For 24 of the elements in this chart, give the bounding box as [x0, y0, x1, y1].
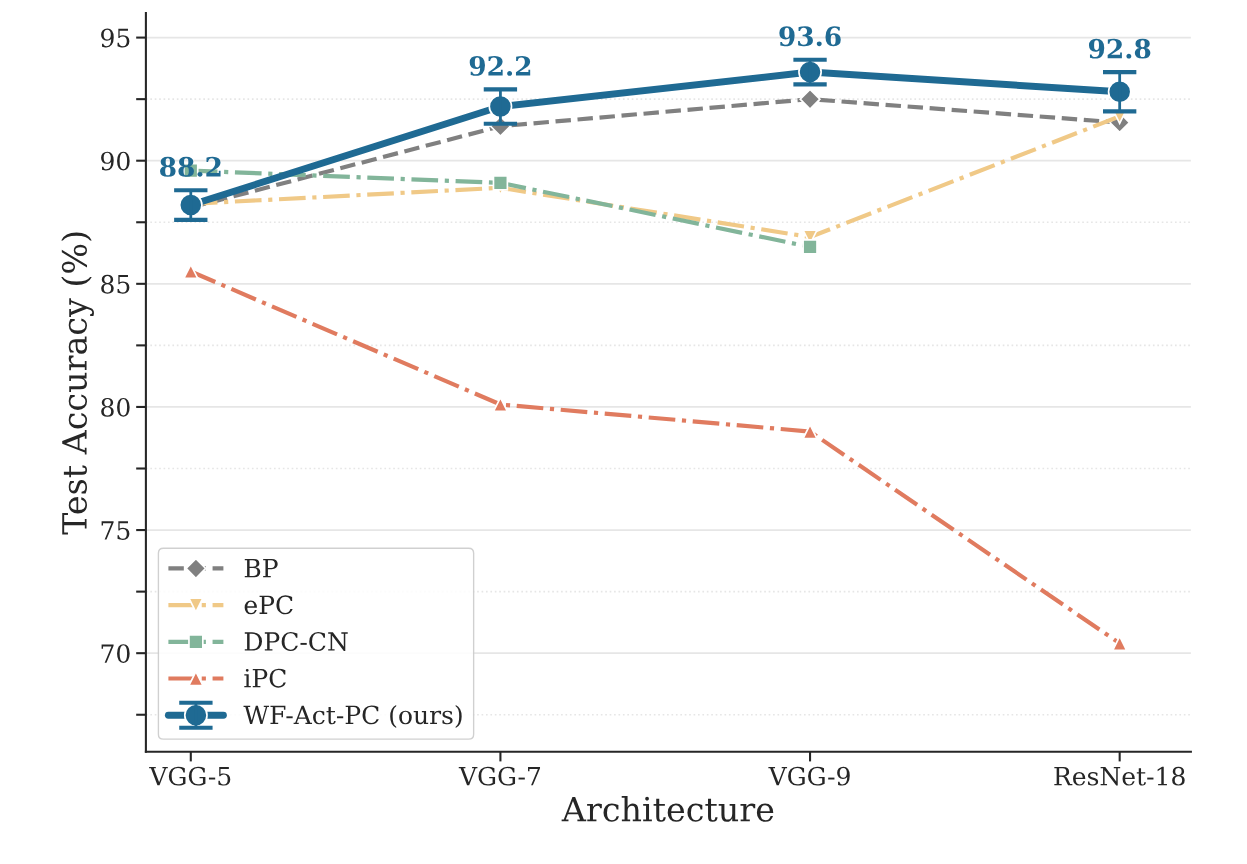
legend-label: WF-Act-PC (ours): [243, 704, 462, 728]
y-tick-label: 70: [101, 644, 130, 664]
data-label: 92.2: [469, 55, 531, 76]
y-tick-label: 80: [101, 397, 130, 417]
y-tick-label: 85: [101, 274, 130, 294]
legend-label: DPC-CN: [244, 632, 348, 651]
y-axis-title: Test Accuracy (%): [61, 232, 94, 535]
point: [802, 239, 818, 255]
x-axis-title: Architecture: [561, 796, 774, 822]
data-label: 88.2: [160, 156, 221, 177]
legend-label: iPC: [244, 668, 286, 688]
data-label: 93.6: [779, 26, 841, 47]
data-label: 92.8: [1088, 38, 1151, 59]
legend-label: BP: [244, 558, 278, 578]
y-tick-label: 95: [101, 28, 130, 48]
y-tick-label: 75: [101, 521, 130, 540]
x-tick-label: VGG-7: [458, 766, 541, 786]
y-tick-label: 90: [101, 151, 130, 171]
x-tick-label: ResNet-18: [1054, 766, 1185, 786]
point: [799, 88, 821, 110]
x-tick-label: VGG-5: [149, 766, 231, 786]
x-tick-label: VGG-9: [768, 766, 850, 786]
point: [492, 175, 509, 191]
legend-label: ePC: [244, 595, 293, 615]
